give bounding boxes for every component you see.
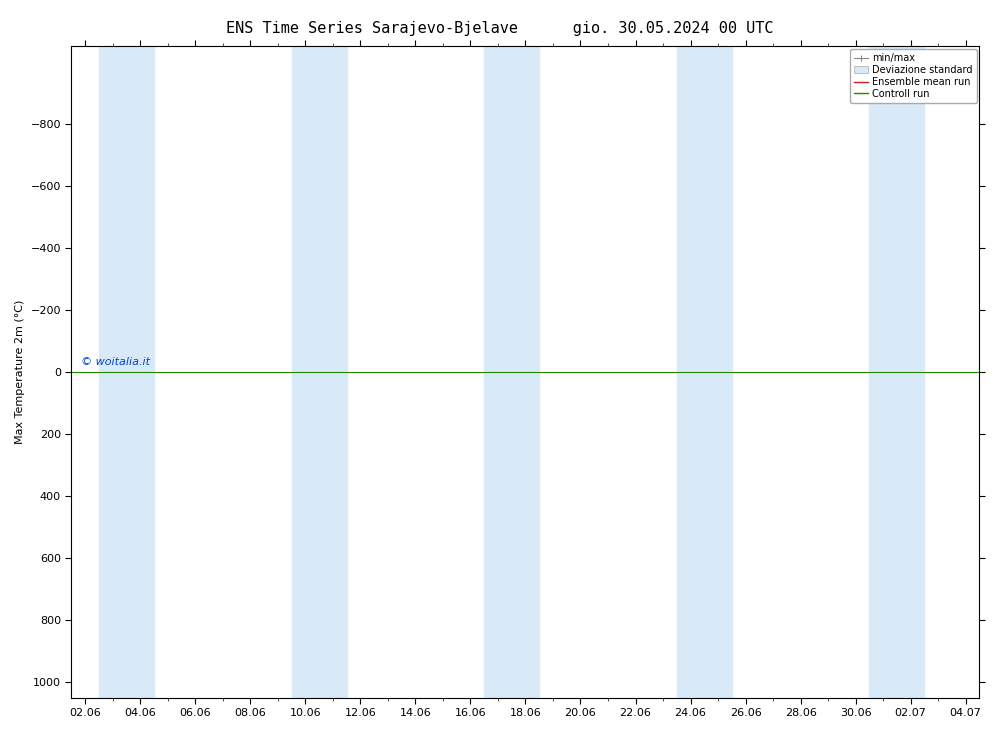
Y-axis label: Max Temperature 2m (°C): Max Temperature 2m (°C) — [15, 300, 25, 444]
Text: ENS Time Series Sarajevo-Bjelave      gio. 30.05.2024 00 UTC: ENS Time Series Sarajevo-Bjelave gio. 30… — [226, 21, 774, 35]
Bar — [484, 46, 539, 698]
Legend: min/max, Deviazione standard, Ensemble mean run, Controll run: min/max, Deviazione standard, Ensemble m… — [850, 49, 977, 103]
Bar — [677, 46, 732, 698]
Bar — [99, 46, 154, 698]
Text: © woitalia.it: © woitalia.it — [81, 357, 150, 367]
Bar — [292, 46, 347, 698]
Bar — [869, 46, 924, 698]
